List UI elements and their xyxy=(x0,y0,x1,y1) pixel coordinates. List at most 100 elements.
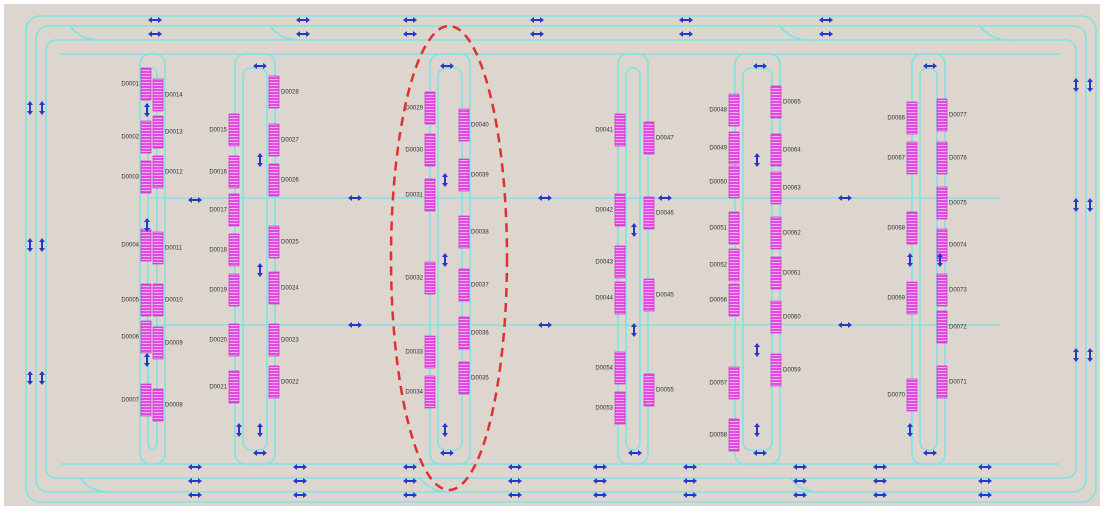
rack-label: D0042 xyxy=(595,208,613,214)
rack-label: D0033 xyxy=(405,350,423,356)
rack-label: D0065 xyxy=(783,100,801,106)
rack xyxy=(771,257,781,289)
rack xyxy=(141,121,151,153)
rack xyxy=(269,124,279,156)
rack-label: D0013 xyxy=(165,130,183,136)
rack-label: D0001 xyxy=(121,82,139,88)
rack xyxy=(615,352,625,384)
rack xyxy=(937,274,947,306)
rack xyxy=(153,116,163,148)
rack xyxy=(459,109,469,141)
rack-label: D0051 xyxy=(709,226,727,232)
rack-label: D0028 xyxy=(281,90,299,96)
rack-label: D0031 xyxy=(405,193,423,199)
rack xyxy=(729,419,739,451)
rack xyxy=(229,194,239,226)
rack xyxy=(141,321,151,353)
rack xyxy=(771,354,781,386)
rack xyxy=(644,197,654,229)
rack-label: D0052 xyxy=(709,263,727,269)
rack xyxy=(425,336,435,368)
rack-label: D0059 xyxy=(783,368,801,374)
rack xyxy=(269,366,279,398)
rack-label: D0056 xyxy=(709,298,727,304)
rack-label: D0067 xyxy=(887,156,905,162)
rack xyxy=(729,367,739,399)
rack-label: D0070 xyxy=(887,393,905,399)
rack xyxy=(729,132,739,164)
rack-label: D0032 xyxy=(405,276,423,282)
rack xyxy=(729,94,739,126)
rack-label: D0063 xyxy=(783,186,801,192)
rack xyxy=(729,249,739,281)
rack-label: D0035 xyxy=(471,376,489,382)
rack-label: D0061 xyxy=(783,271,801,277)
rack-label: D0018 xyxy=(209,248,227,254)
rack xyxy=(937,187,947,219)
rack-label: D0041 xyxy=(595,128,613,134)
rack-label: D0003 xyxy=(121,175,139,181)
rack-label: D0037 xyxy=(471,283,489,289)
rack-label: D0048 xyxy=(709,108,727,114)
rack-label: D0054 xyxy=(595,366,613,372)
rack xyxy=(615,114,625,146)
rack xyxy=(615,392,625,424)
rack-label: D0046 xyxy=(656,211,674,217)
rack xyxy=(644,279,654,311)
rack-label: D0009 xyxy=(165,341,183,347)
rack-label: D0074 xyxy=(949,243,967,249)
rack-label: D0072 xyxy=(949,325,967,331)
rack-label: D0045 xyxy=(656,293,674,299)
rack xyxy=(615,282,625,314)
rack-label: D0069 xyxy=(887,296,905,302)
rack-label: D0066 xyxy=(887,116,905,122)
rack-label: D0057 xyxy=(709,381,727,387)
rack-label: D0068 xyxy=(887,226,905,232)
rack xyxy=(141,161,151,193)
page: D0001D0002D0003D0004D0005D0006D0007D0014… xyxy=(0,0,1104,510)
rack xyxy=(907,102,917,134)
rack xyxy=(907,142,917,174)
rack xyxy=(771,217,781,249)
rack xyxy=(907,282,917,314)
rack-label: D0022 xyxy=(281,380,299,386)
rack-label: D0004 xyxy=(121,243,139,249)
rack xyxy=(459,159,469,191)
rack xyxy=(644,122,654,154)
rack-label: D0016 xyxy=(209,170,227,176)
rack-label: D0071 xyxy=(949,380,967,386)
rack xyxy=(771,134,781,166)
rack-label: D0049 xyxy=(709,146,727,152)
rack-label: D0019 xyxy=(209,288,227,294)
rack-label: D0039 xyxy=(471,173,489,179)
rack xyxy=(907,379,917,411)
rack xyxy=(771,301,781,333)
rack xyxy=(229,324,239,356)
rack-label: D0055 xyxy=(656,388,674,394)
rack-label: D0021 xyxy=(209,385,227,391)
rack xyxy=(615,246,625,278)
rack-label: D0062 xyxy=(783,231,801,237)
rack-label: D0010 xyxy=(165,298,183,304)
rack-label: D0005 xyxy=(121,298,139,304)
rack-label: D0007 xyxy=(121,398,139,404)
rack xyxy=(229,234,239,266)
rack xyxy=(269,226,279,258)
rack-label: D0038 xyxy=(471,230,489,236)
rack xyxy=(425,179,435,211)
rack-label: D0014 xyxy=(165,93,183,99)
rack xyxy=(425,262,435,294)
rack-label: D0020 xyxy=(209,338,227,344)
rack-label: D0040 xyxy=(471,123,489,129)
rack-label: D0024 xyxy=(281,286,299,292)
rack-label: D0073 xyxy=(949,288,967,294)
rack xyxy=(937,311,947,343)
rack xyxy=(141,68,151,100)
rack xyxy=(229,156,239,188)
rack xyxy=(153,284,163,316)
rack xyxy=(729,284,739,316)
rack xyxy=(153,232,163,264)
rack xyxy=(141,284,151,316)
rack-label: D0047 xyxy=(656,136,674,142)
rack-label: D0017 xyxy=(209,208,227,214)
